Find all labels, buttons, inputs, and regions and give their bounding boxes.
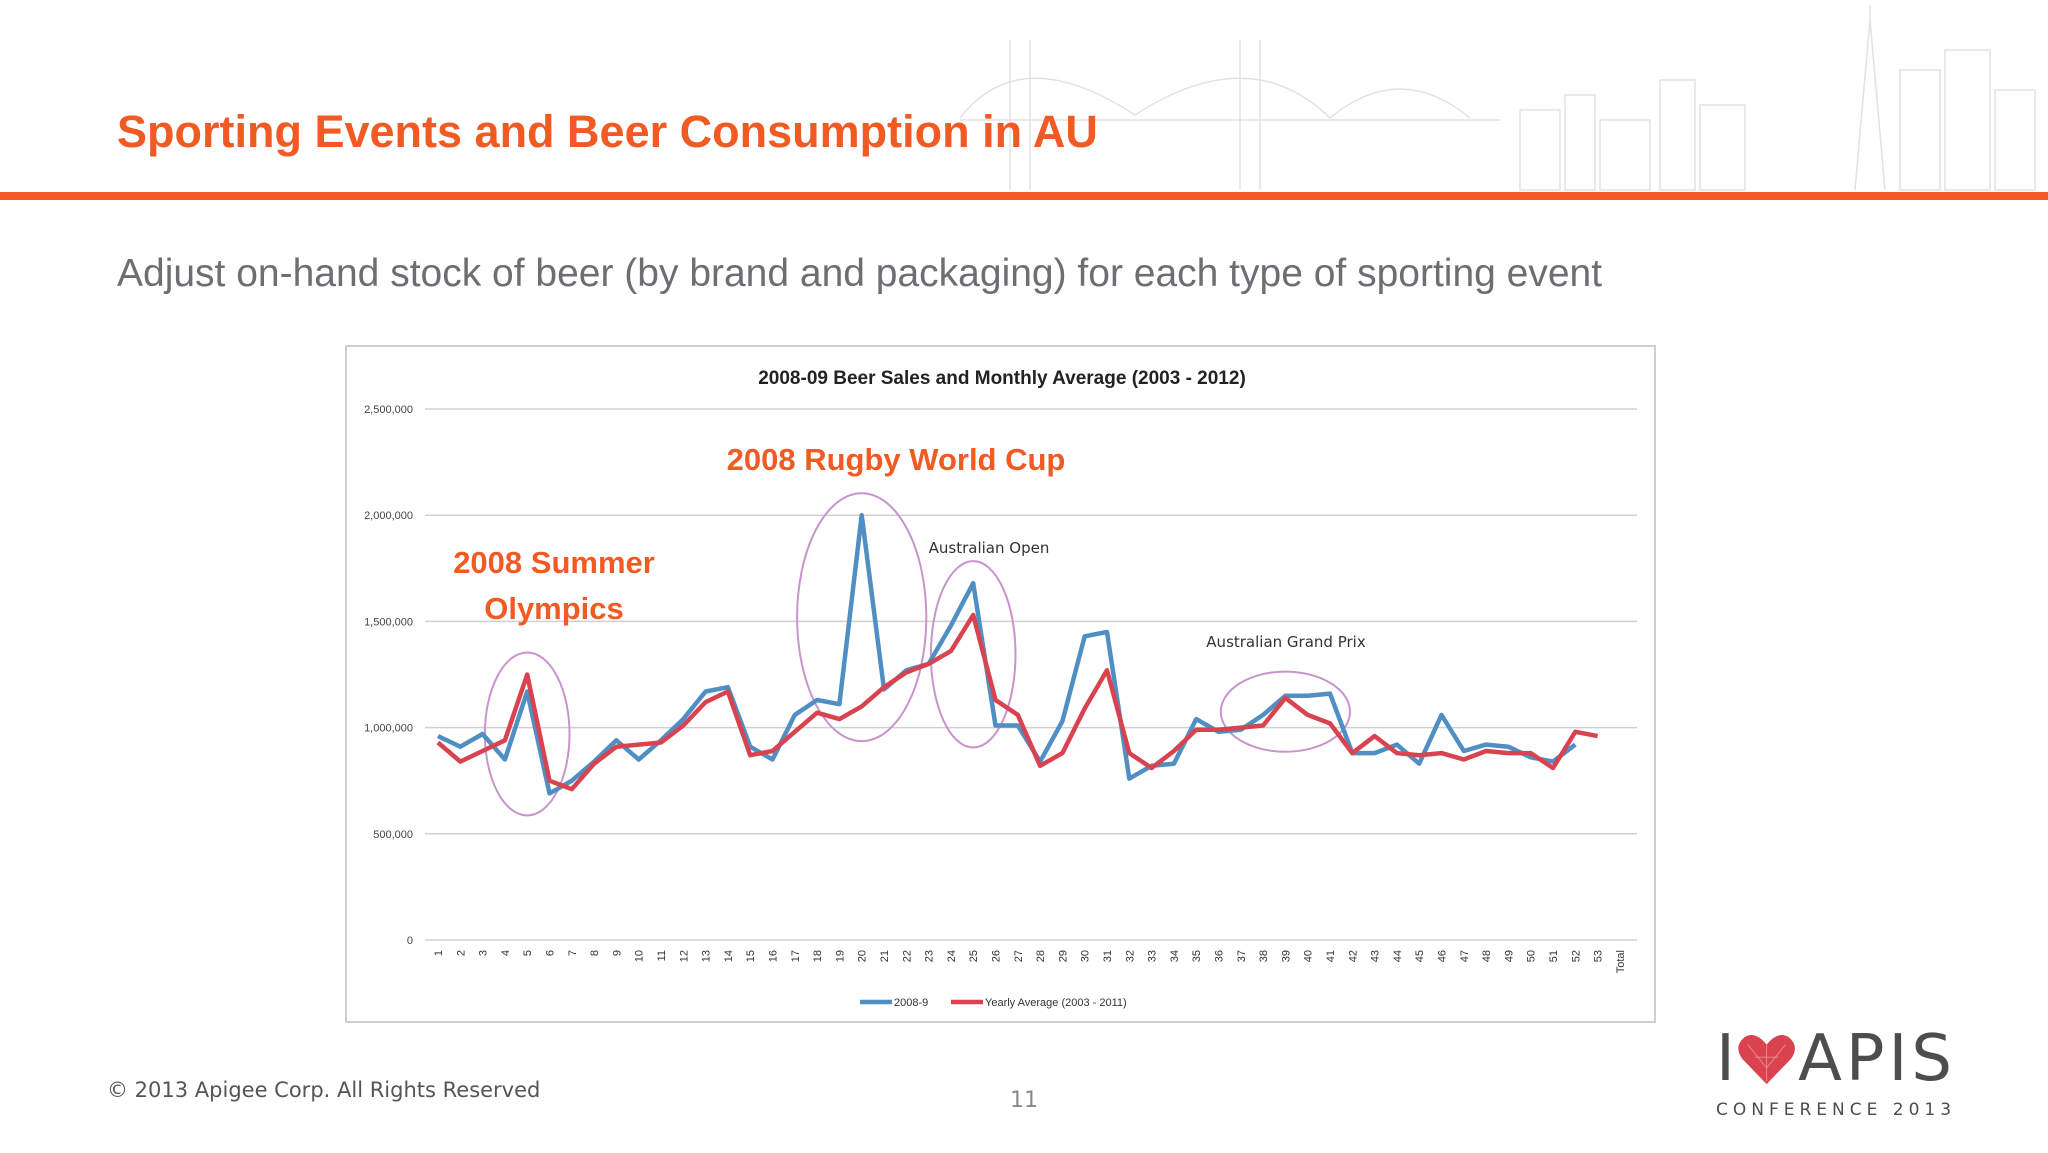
x-tick-label: 36 [1214, 950, 1226, 962]
x-tick-label: 4 [500, 950, 512, 956]
x-tick-label: 17 [790, 950, 802, 962]
x-tick-label: 47 [1459, 950, 1471, 962]
x-tick-label: 48 [1481, 950, 1493, 962]
legend-label-1: 2008-9 [894, 997, 928, 1009]
x-tick-label: 39 [1280, 950, 1292, 962]
x-tick-label: 40 [1303, 950, 1315, 962]
annotation-ellipse [929, 560, 1017, 749]
x-tick-label: 24 [946, 950, 958, 962]
annotation-label: Australian Open [929, 539, 1050, 557]
x-tick-label: 44 [1392, 950, 1404, 962]
x-tick-label: 13 [701, 950, 713, 962]
chart-title: 2008-09 Beer Sales and Monthly Average (… [758, 368, 1246, 389]
x-tick-label: 38 [1258, 950, 1270, 962]
x-tick-label: 49 [1503, 950, 1515, 962]
x-tick-label: 45 [1414, 950, 1426, 962]
y-tick-label: 0 [407, 935, 413, 947]
x-tick-label: 12 [678, 950, 690, 962]
slide-subtitle: Adjust on-hand stock of beer (by brand a… [117, 252, 1603, 295]
y-tick-label: 2,000,000 [364, 510, 413, 522]
x-tick-label: 37 [1236, 950, 1248, 962]
x-tick-label: 51 [1548, 950, 1560, 962]
x-tick-label: 22 [901, 950, 913, 962]
x-tick-label: 5 [522, 950, 534, 956]
beer-sales-chart: 2008-09 Beer Sales and Monthly Average (… [364, 368, 1637, 1009]
x-tick-label: 23 [924, 950, 936, 962]
annotation-label: 2008 Summer [453, 545, 655, 580]
x-tick-label: 3 [478, 950, 490, 956]
x-tick-label: 28 [1035, 950, 1047, 962]
annotation-label: Olympics [484, 591, 624, 626]
x-tick-label: 21 [879, 950, 891, 962]
x-tick-label: 26 [991, 950, 1003, 962]
x-tick-label: Total [1615, 950, 1627, 973]
x-tick-label: 8 [589, 950, 601, 956]
x-tick-label: 1 [433, 950, 445, 956]
x-tick-label: 52 [1570, 950, 1582, 962]
x-tick-label: 19 [834, 950, 846, 962]
x-tick-label: 34 [1169, 950, 1181, 962]
annotation-ellipse [796, 492, 928, 743]
x-tick-label: 32 [1124, 950, 1136, 962]
annotation-label: Australian Grand Prix [1206, 633, 1366, 651]
x-tick-label: 29 [1057, 950, 1069, 962]
series-line-1 [437, 512, 1577, 796]
x-tick-label: 9 [611, 950, 623, 956]
y-tick-label: 2,500,000 [364, 404, 413, 416]
x-tick-label: 41 [1325, 950, 1337, 962]
x-tick-label: 46 [1437, 950, 1449, 962]
x-tick-label: 33 [1147, 950, 1159, 962]
x-tick-label: 20 [857, 950, 869, 962]
x-tick-label: 53 [1593, 950, 1605, 962]
x-tick-label: 18 [812, 950, 824, 962]
y-tick-label: 1,500,000 [364, 616, 413, 628]
x-tick-label: 16 [768, 950, 780, 962]
page-number: 11 [1010, 1088, 1038, 1113]
x-tick-label: 15 [745, 950, 757, 962]
y-tick-label: 1,000,000 [364, 723, 413, 735]
conference-logo: I APIS CONFERENCE 2013 [1716, 1022, 1956, 1142]
logo-tagline: CONFERENCE 2013 [1716, 1100, 1957, 1120]
legend-label-2: Yearly Average (2003 - 2011) [985, 997, 1127, 1009]
x-tick-label: 30 [1080, 950, 1092, 962]
x-tick-label: 6 [545, 950, 557, 956]
annotation-label: 2008 Rugby World Cup [727, 442, 1066, 477]
series-line-2 [436, 612, 1599, 792]
heart-icon [1738, 1035, 1795, 1085]
x-tick-label: 31 [1102, 950, 1114, 962]
logo-word: APIS [1798, 1022, 1956, 1096]
x-tick-label: 10 [634, 950, 646, 962]
x-tick-label: 25 [968, 950, 980, 962]
slide-title: Sporting Events and Beer Consumption in … [117, 106, 1098, 157]
x-tick-label: 27 [1013, 950, 1025, 962]
x-tick-label: 50 [1526, 950, 1538, 962]
chart-frame: 2008-09 Beer Sales and Monthly Average (… [345, 345, 1656, 1023]
annotation-ellipse [1219, 670, 1352, 753]
x-tick-label: 14 [723, 950, 735, 962]
logo-letter-i: I [1716, 1022, 1735, 1096]
x-tick-label: 7 [567, 950, 579, 956]
x-tick-label: 11 [656, 950, 668, 961]
x-tick-label: 2 [455, 950, 467, 956]
x-tick-label: 35 [1191, 950, 1203, 962]
x-tick-label: 42 [1347, 950, 1359, 962]
copyright-notice: © 2013 Apigee Corp. All Rights Reserved [107, 1078, 541, 1102]
title-divider [0, 192, 2048, 200]
y-tick-label: 500,000 [373, 829, 413, 841]
x-tick-label: 43 [1370, 950, 1382, 962]
skyline-background [959, 5, 2036, 191]
